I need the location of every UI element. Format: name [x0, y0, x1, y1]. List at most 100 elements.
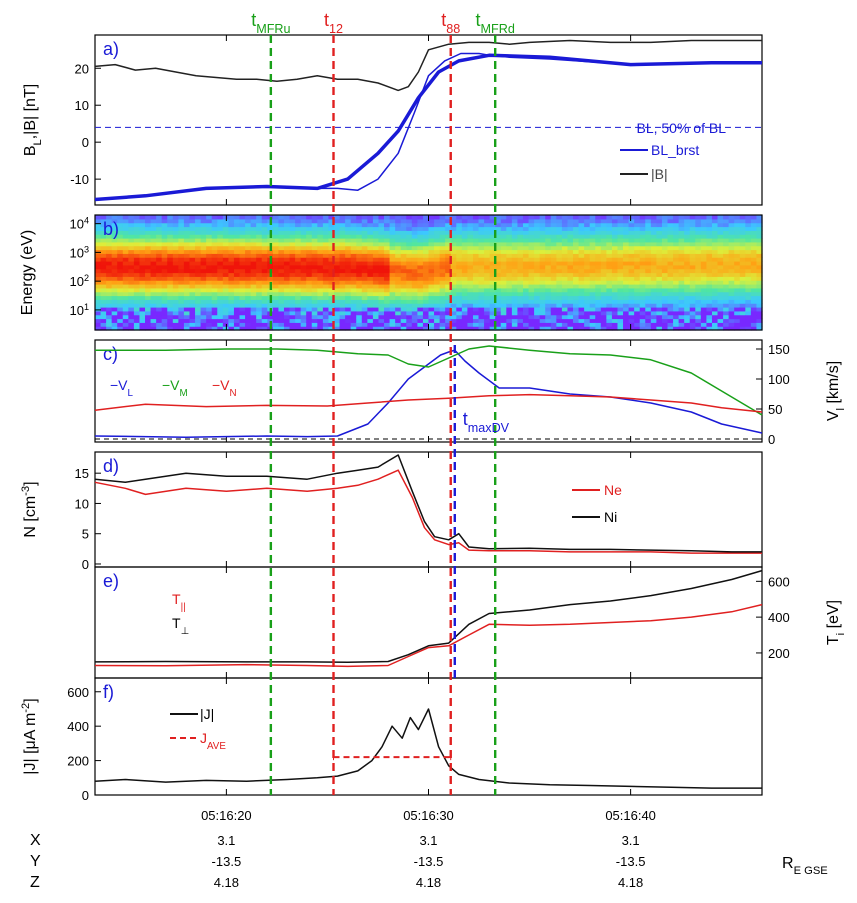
heatmap-cell — [150, 272, 157, 277]
heatmap-cell — [156, 257, 163, 262]
heatmap-cell — [528, 299, 535, 304]
heatmap-cell — [522, 272, 530, 277]
heatmap-cell — [467, 253, 474, 258]
heatmap-cell — [461, 272, 469, 277]
heatmap-cell — [673, 303, 680, 308]
heatmap-cell — [367, 280, 374, 285]
ytick-label: 200 — [67, 754, 89, 769]
heatmap-cell — [689, 307, 696, 312]
heatmap-cell — [311, 215, 318, 220]
ytick-label: 0 — [82, 557, 89, 572]
heatmap-cell — [111, 272, 118, 277]
heatmap-cell — [150, 222, 157, 228]
heatmap-cell — [206, 218, 213, 224]
heatmap-cell — [450, 215, 457, 220]
ytick-label: 600 — [768, 574, 790, 589]
heatmap-cell — [634, 238, 641, 243]
heatmap-cell — [411, 314, 418, 320]
heatmap-cell — [723, 261, 730, 266]
heatmap-cell — [550, 318, 557, 323]
heatmap-cell — [250, 268, 257, 274]
heatmap-cell — [295, 268, 302, 274]
heatmap-cell — [750, 245, 758, 251]
heatmap-cell — [611, 264, 619, 270]
heatmap-cell — [417, 295, 424, 300]
heatmap-cell — [261, 222, 268, 228]
heatmap-cell — [300, 318, 307, 323]
heatmap-cell — [428, 268, 435, 274]
heatmap-cell — [278, 218, 285, 224]
heatmap-cell — [728, 234, 735, 239]
heatmap-cell — [711, 284, 719, 289]
heatmap-cell — [650, 322, 657, 327]
heatmap-cell — [295, 264, 302, 270]
heatmap-cell — [128, 257, 135, 262]
heatmap-cell — [322, 230, 330, 235]
heatmap-cell — [361, 238, 368, 243]
heatmap-cell — [100, 276, 107, 281]
heatmap-cell — [283, 230, 291, 235]
heatmap-cell — [339, 241, 346, 247]
heatmap-cell — [395, 299, 402, 304]
heatmap-cell — [306, 307, 313, 312]
heatmap-cell — [456, 253, 463, 258]
heatmap-cell — [723, 303, 730, 308]
heatmap-cell — [656, 287, 663, 293]
heatmap-cell — [111, 218, 118, 224]
heatmap-cell — [456, 272, 463, 277]
heatmap-cell — [756, 257, 763, 262]
heatmap-cell — [645, 272, 652, 277]
heatmap-cell — [172, 272, 179, 277]
heatmap-cell — [445, 295, 452, 300]
heatmap-cell — [534, 261, 541, 266]
panel-label-part: e) — [103, 571, 119, 591]
heatmap-cell — [189, 218, 196, 224]
heatmap-cell — [217, 264, 224, 270]
heatmap-cell — [623, 272, 630, 277]
heatmap-cell — [650, 234, 657, 239]
heatmap-cell — [623, 284, 630, 289]
heatmap-cell — [183, 280, 191, 285]
heatmap-cell — [700, 280, 708, 285]
heatmap-cell — [139, 307, 146, 312]
heatmap-cell — [461, 287, 469, 293]
heatmap-cell — [678, 264, 685, 270]
ytick-label-part: 0 — [768, 432, 775, 447]
heatmap-cell — [739, 326, 746, 331]
y-axis-label-part: A m — [22, 713, 39, 741]
heatmap-cell — [456, 276, 463, 281]
heatmap-cell — [411, 276, 418, 281]
heatmap-cell — [500, 287, 507, 293]
heatmap-cell — [106, 287, 113, 293]
heatmap-cell — [706, 291, 713, 297]
heatmap-cell — [456, 287, 463, 293]
heatmap-cell — [506, 287, 513, 293]
heatmap-cell — [472, 264, 480, 270]
heatmap-cell — [467, 299, 474, 304]
marker-label-part: 88 — [446, 22, 460, 36]
heatmap-cell — [384, 215, 391, 220]
panel-label: a) — [103, 39, 119, 59]
heatmap-cell — [411, 287, 418, 293]
heatmap-cell — [661, 307, 669, 312]
heatmap-cell — [528, 310, 535, 316]
heatmap-cell — [167, 303, 174, 308]
heatmap-cell — [367, 303, 374, 308]
heatmap-cell — [339, 249, 346, 254]
heatmap-cell — [172, 299, 179, 304]
heatmap-cell — [634, 226, 641, 231]
heatmap-cell — [172, 280, 179, 285]
heatmap-cell — [272, 284, 280, 289]
heatmap-cell — [339, 230, 346, 235]
heatmap-cell — [550, 326, 557, 331]
heatmap-cell — [167, 241, 174, 247]
heatmap-cell — [256, 234, 263, 239]
heatmap-cell — [522, 291, 530, 297]
panel-label-part: a) — [103, 39, 119, 59]
heatmap-cell — [506, 257, 513, 262]
heatmap-cell — [161, 230, 168, 235]
heatmap-cell — [200, 307, 207, 312]
heatmap-cell — [595, 234, 602, 239]
ephemeris-value-part: -13.5 — [212, 854, 242, 869]
heatmap-cell — [233, 257, 241, 262]
